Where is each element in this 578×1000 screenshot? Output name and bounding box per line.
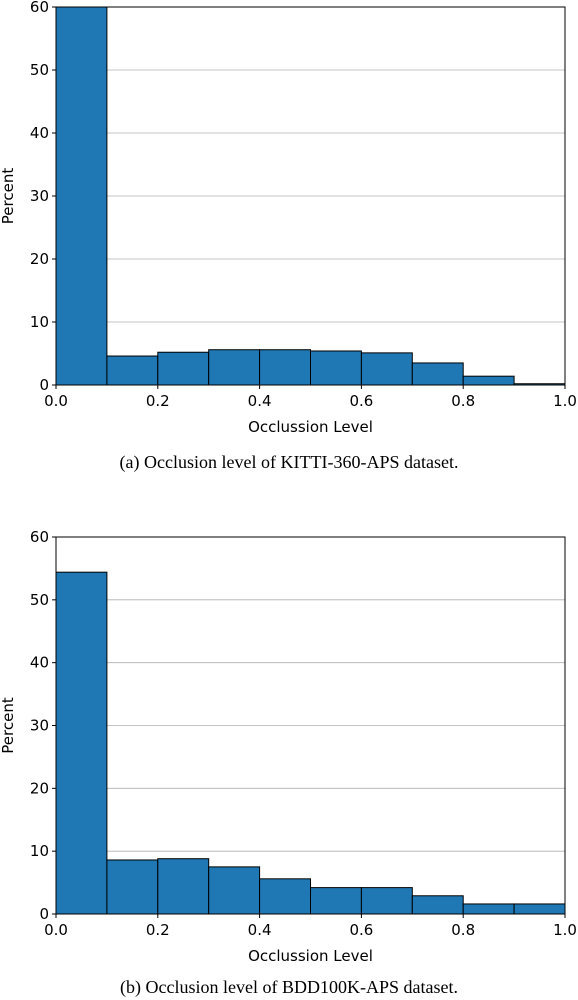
x-tick-label-5: 1.0 — [553, 392, 577, 410]
y-tick-label-6: 60 — [30, 0, 49, 16]
y-tick-label-2: 20 — [30, 250, 49, 268]
figure-a: 0 10 20 30 40 50 60 0.0 0.2 0.4 0.6 0.8 1.0 Occlussio… — [0, 0, 578, 480]
figure-caption-a: (a) Occlusion level of KITTI-360-APS dat… — [119, 452, 459, 472]
x-tick-label-0: 0.0 — [44, 921, 68, 939]
histogram-bar-6 — [360, 352, 413, 386]
x-tick-label-1: 0.2 — [146, 921, 170, 939]
y-tick-label-0: 0 — [39, 905, 49, 923]
histogram-bar-5 — [310, 350, 362, 386]
x-tick-label-4: 0.8 — [451, 921, 475, 939]
histogram-bar-0 — [55, 571, 108, 915]
y-tick-label-0: 0 — [39, 376, 49, 394]
histogram-bar-2 — [157, 858, 210, 915]
y-axis-label: Percent — [0, 697, 17, 754]
histogram-bar-7 — [411, 362, 464, 386]
y-axis-label: Percent — [0, 168, 17, 225]
histogram-bar-0 — [55, 6, 108, 386]
histogram-bar-7 — [411, 895, 464, 915]
figure-caption-b: (b) Occlusion level of BDD100K-APS datas… — [120, 977, 458, 997]
x-tick-label-3: 0.6 — [349, 392, 373, 410]
x-tick-label-2: 0.4 — [248, 392, 272, 410]
y-tick-label-3: 30 — [30, 717, 49, 735]
y-tick-label-5: 50 — [30, 591, 49, 609]
y-tick-label-4: 40 — [30, 654, 49, 672]
x-axis-label: Occlussion Level — [248, 418, 373, 436]
y-tick-label-4: 40 — [30, 124, 49, 142]
histogram-bar-3 — [208, 866, 261, 915]
y-tick-label-6: 60 — [30, 530, 49, 546]
histogram-chart-b: 0 10 20 30 40 50 60 0.0 0.2 0.4 0.6 0.8 1.0 Occlussio… — [0, 528, 577, 965]
x-tick-label-3: 0.6 — [349, 921, 373, 939]
x-tick-label-1: 0.2 — [146, 392, 170, 410]
histogram-bar-4 — [259, 878, 312, 915]
histogram-bar-8 — [462, 903, 515, 915]
histogram-bar-4 — [259, 349, 312, 386]
histogram-bar-9 — [513, 903, 566, 915]
x-axis-label: Occlussion Level — [248, 947, 373, 965]
histogram-bar-8 — [462, 375, 515, 386]
x-tick-label-4: 0.8 — [451, 392, 475, 410]
histogram-bar-1 — [106, 859, 159, 915]
y-tick-label-1: 10 — [30, 313, 49, 331]
histogram-bar-6 — [360, 887, 413, 915]
histogram-bar-1 — [106, 355, 159, 386]
y-tick-label-5: 50 — [30, 61, 49, 79]
histogram-bar-3 — [208, 349, 261, 386]
histogram-bar-2 — [157, 351, 210, 386]
histogram-chart-a: 0 10 20 30 40 50 60 0.0 0.2 0.4 0.6 0.8 1.0 Occlussio… — [0, 0, 577, 436]
x-tick-label-0: 0.0 — [44, 392, 68, 410]
y-tick-label-3: 30 — [30, 187, 49, 205]
y-tick-label-1: 10 — [30, 842, 49, 860]
histogram-bar-5 — [310, 887, 362, 915]
y-tick-label-2: 20 — [30, 779, 49, 797]
figure-b: 0 10 20 30 40 50 60 0.0 0.2 0.4 0.6 0.8 1.0 Occlussio… — [0, 528, 578, 1000]
x-tick-label-2: 0.4 — [248, 921, 272, 939]
x-tick-label-5: 1.0 — [553, 921, 577, 939]
